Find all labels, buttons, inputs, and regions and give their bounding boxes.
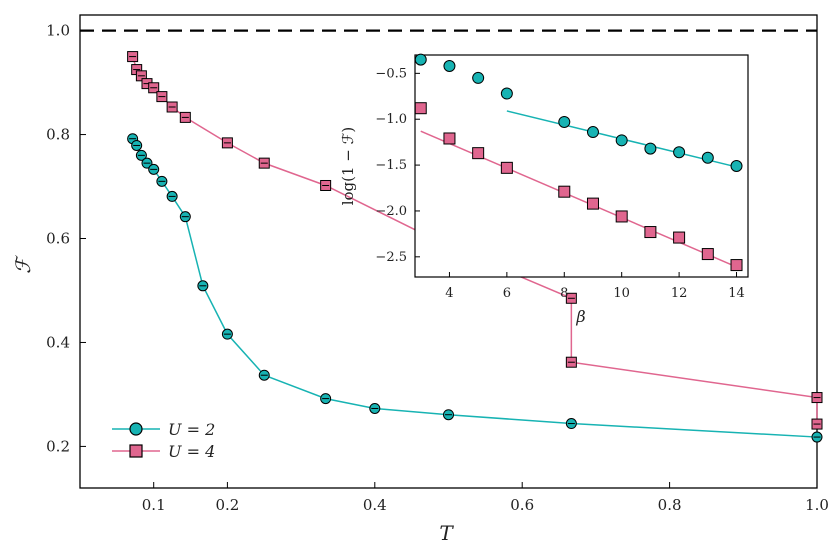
main-x-tick-label: 0.1 [142,496,166,514]
inset-x-axis-label: β [575,307,585,326]
legend-marker-u2 [129,422,143,436]
inset-y-axis-label: log(1 − ℱ) [339,127,357,206]
inset-x-tick-label: 8 [560,286,568,301]
inset-plot-frame [414,54,749,278]
main-plot: 0.1 0.2 0.4 0.6 0.8 1.0 0.2 0.4 0.6 0.8 1.0 [46,22,829,514]
inset-y-tick-label: −1.5 [375,158,407,173]
main-y-tick-label: 0.6 [46,230,70,248]
inset-point-u2 [500,87,513,100]
inset-point-u2 [414,53,427,66]
main-x-tick-label: 1.0 [805,496,829,514]
legend-label-u2: U = 2 [168,420,215,439]
inset-point-u4 [615,210,628,223]
inset-point-u4 [472,147,485,160]
inset-point-u4 [414,102,427,115]
inset-x-tick-label: 4 [445,286,453,301]
main-y-tick-label: 1.0 [46,22,70,40]
inset-point-u2 [472,71,485,84]
inset-point-u4 [558,185,571,198]
main-y-tick-label: 0.4 [46,333,70,351]
inset-point-u2 [558,115,571,128]
inset-point-u2 [644,142,657,155]
inset-y-tick-label: −0.5 [375,66,407,81]
inset-y-tick-label: −2.0 [375,204,407,219]
inset-x-tick-label: 6 [503,286,511,301]
inset-point-u4 [701,248,714,261]
inset-point-u2 [730,160,743,172]
inset-x-tick-label: 12 [671,286,688,301]
inset-plot: 4 6 8 10 12 14 −0.5 −1.0 −1.5 −2.0 −2.5 [375,53,745,301]
inset-point-u2 [586,126,599,139]
main-y-tick-label: 0.8 [46,126,70,144]
inset-point-u4 [443,132,456,145]
legend: U = 2 U = 4 [112,420,215,461]
legend-marker-u4 [129,444,143,458]
main-x-tick-label: 0.4 [363,496,387,514]
main-y-axis-label: ℱ [11,255,35,274]
inset-x-tick-label: 14 [728,286,745,301]
main-x-tick-label: 0.8 [658,496,682,514]
inset-point-u4 [500,161,513,174]
inset-point-u2 [701,151,714,164]
inset-point-u4 [586,197,599,210]
main-x-tick-label: 0.2 [215,496,239,514]
main-y-tick-label: 0.2 [46,437,70,455]
legend-label-u4: U = 4 [168,442,215,461]
inset-point-u4 [644,226,657,239]
main-x-tick-label: 0.6 [510,496,534,514]
inset-y-tick-label: −1.0 [375,112,407,127]
inset-point-u4 [730,259,743,272]
inset-y-tick-label: −2.5 [375,250,407,265]
main-x-axis-label: T [439,521,454,545]
inset-point-u2 [615,134,628,147]
inset-point-u2 [673,146,686,159]
inset-x-tick-label: 10 [613,286,630,301]
inset-point-u4 [673,231,686,244]
inset-point-u2 [443,60,456,73]
